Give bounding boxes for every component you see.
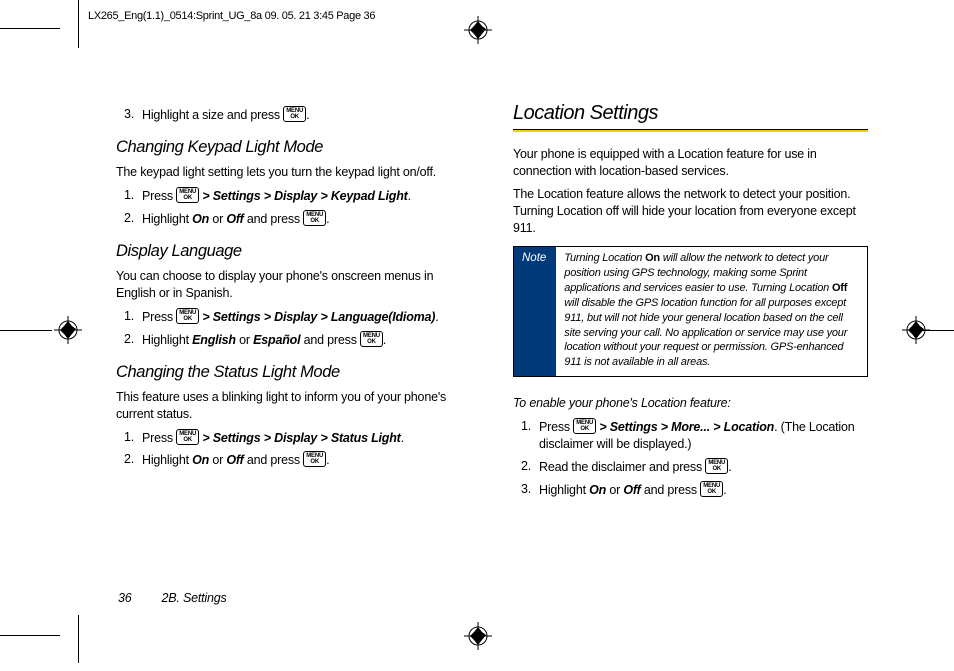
step-text: Press MENU OK > Settings > Display > Lan… (142, 308, 439, 326)
menu-ok-key-icon: MENU OK (176, 187, 199, 203)
menu-ok-key-icon: MENU OK (176, 308, 199, 324)
note-label: Note (514, 247, 556, 376)
caption: To enable your phone's Location feature: (513, 395, 868, 412)
step-text: Highlight On or Off and press MENU OK. (142, 210, 329, 228)
step-number: 1. (521, 418, 539, 453)
step-text: Highlight On or Off and press MENU OK. (539, 481, 726, 499)
step-number: 2. (124, 331, 142, 349)
menu-ok-key-icon: MENU OK (705, 458, 728, 474)
crop-mark (0, 330, 52, 331)
menu-ok-key-icon: MENU OK (176, 429, 199, 445)
list-item: 3. Highlight On or Off and press MENU OK… (521, 481, 868, 499)
page-number: 36 (118, 591, 132, 605)
rule (513, 130, 868, 132)
step-text: Press MENU OK > Settings > More... > Loc… (539, 418, 868, 453)
registration-mark-icon (54, 316, 82, 344)
registration-mark-icon (464, 16, 492, 44)
step-text: Highlight English or Español and press M… (142, 331, 386, 349)
step-list: 1. Press MENU OK > Settings > Display > … (116, 187, 471, 228)
menu-ok-key-icon: MENU OK (360, 331, 383, 347)
page-footer: 36 2B. Settings (118, 591, 227, 605)
menu-ok-key-icon: MENU OK (303, 210, 326, 226)
menu-ok-key-icon: MENU OK (303, 451, 326, 467)
step-text: Highlight On or Off and press MENU OK. (142, 451, 329, 469)
step-number: 2. (124, 451, 142, 469)
list-item: 2. Highlight On or Off and press MENU OK… (124, 210, 471, 228)
crop-mark (78, 615, 79, 663)
note-box: Note Turning Location On will allow the … (513, 246, 868, 377)
left-column: 3. Highlight a size and press MENU OK. C… (116, 100, 471, 505)
step-list: 3. Highlight a size and press MENU OK. (116, 106, 471, 124)
list-item: 2. Highlight English or Español and pres… (124, 331, 471, 349)
list-item: 3. Highlight a size and press MENU OK. (124, 106, 471, 124)
registration-mark-icon (902, 316, 930, 344)
page-title: Location Settings (513, 100, 868, 127)
menu-ok-key-icon: MENU OK (283, 106, 306, 122)
page-content: 3. Highlight a size and press MENU OK. C… (116, 100, 868, 505)
step-number: 2. (521, 458, 539, 476)
step-number: 3. (124, 106, 142, 124)
crop-mark (0, 28, 60, 29)
crop-mark (78, 0, 79, 48)
note-text: Turning Location On will allow the netwo… (556, 247, 867, 376)
list-item: 2. Highlight On or Off and press MENU OK… (124, 451, 471, 469)
menu-ok-key-icon: MENU OK (700, 481, 723, 497)
right-column: Location Settings Your phone is equipped… (513, 100, 868, 505)
section-heading: Changing the Status Light Mode (116, 361, 471, 383)
step-text: Highlight a size and press MENU OK. (142, 106, 309, 124)
list-item: 1. Press MENU OK > Settings > Display > … (124, 187, 471, 205)
list-item: 1. Press MENU OK > Settings > More... > … (521, 418, 868, 453)
paragraph: Your phone is equipped with a Location f… (513, 146, 868, 180)
step-number: 1. (124, 308, 142, 326)
list-item: 1. Press MENU OK > Settings > Display > … (124, 308, 471, 326)
section-heading: Changing Keypad Light Mode (116, 136, 471, 158)
step-list: 1. Press MENU OK > Settings > Display > … (116, 308, 471, 349)
step-number: 1. (124, 187, 142, 205)
paragraph: The Location feature allows the network … (513, 186, 868, 237)
registration-mark-icon (464, 622, 492, 650)
section-label: 2B. Settings (162, 591, 227, 605)
menu-ok-key-icon: MENU OK (573, 418, 596, 434)
section-heading: Display Language (116, 240, 471, 262)
paragraph: You can choose to display your phone's o… (116, 268, 471, 302)
print-header: LX265_Eng(1.1)_0514:Sprint_UG_8a 09. 05.… (88, 10, 375, 22)
list-item: 2. Read the disclaimer and press MENU OK… (521, 458, 868, 476)
list-item: 1. Press MENU OK > Settings > Display > … (124, 429, 471, 447)
step-text: Press MENU OK > Settings > Display > Key… (142, 187, 411, 205)
step-text: Press MENU OK > Settings > Display > Sta… (142, 429, 404, 447)
paragraph: The keypad light setting lets you turn t… (116, 164, 471, 181)
step-number: 2. (124, 210, 142, 228)
step-text: Read the disclaimer and press MENU OK. (539, 458, 731, 476)
step-number: 3. (521, 481, 539, 499)
step-number: 1. (124, 429, 142, 447)
paragraph: This feature uses a blinking light to in… (116, 389, 471, 423)
step-list: 1. Press MENU OK > Settings > Display > … (116, 429, 471, 470)
step-list: 1. Press MENU OK > Settings > More... > … (513, 418, 868, 499)
crop-mark (0, 635, 60, 636)
